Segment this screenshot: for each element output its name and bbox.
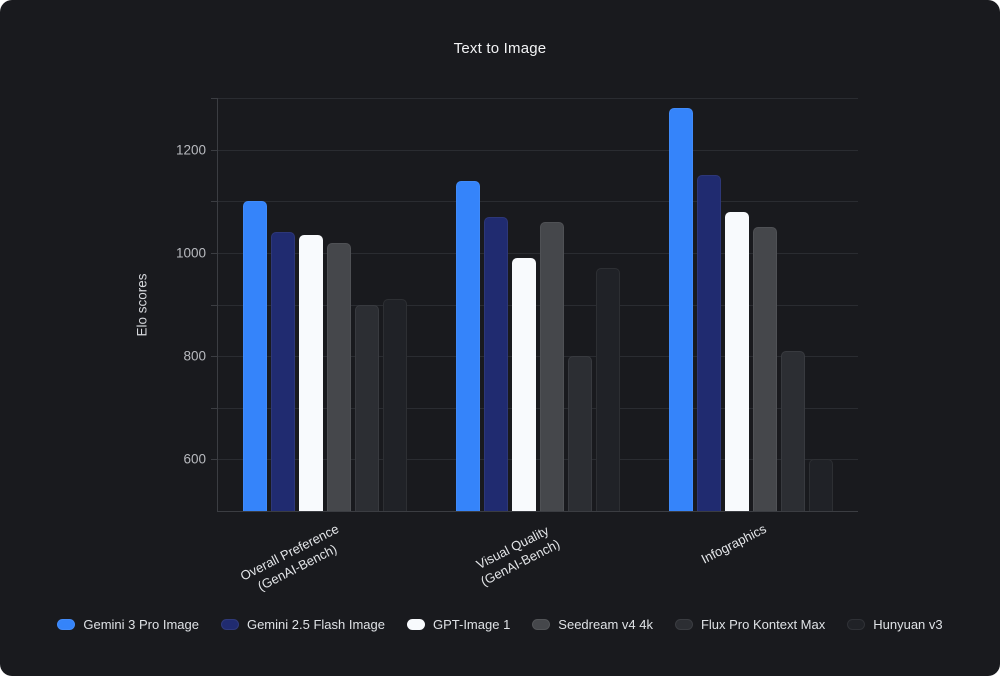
bar-flux-pro-kontext-max[interactable] xyxy=(567,356,592,511)
gridline-1200 xyxy=(218,149,858,151)
plot-area: Elo scores 600 800 1000 1200 Overall Prefere… xyxy=(135,98,858,594)
gridline-1300 xyxy=(218,98,858,99)
legend-marker-icon xyxy=(532,619,551,630)
gridline-1100 xyxy=(218,201,858,203)
bar-gpt-image-1[interactable] xyxy=(725,211,750,511)
y-axis-tick xyxy=(211,252,217,254)
y-axis-title: Elo scores xyxy=(134,272,150,337)
x-axis-label-band: Overall Preference (GenAI-Bench) xyxy=(218,511,431,594)
y-axis-tick-label-600: 600 xyxy=(183,451,206,467)
legend-marker-icon xyxy=(847,619,866,630)
x-axis-label-overall-preference: Overall Preference (GenAI-Bench) xyxy=(238,521,342,594)
y-axis-tick xyxy=(211,304,217,306)
bar-gpt-image-1[interactable] xyxy=(298,234,323,511)
gridline-800 xyxy=(218,356,858,358)
bar-seedream-v4-4k[interactable] xyxy=(326,242,351,511)
x-axis-label-infographics: Infographics xyxy=(698,521,769,567)
bar-group-infographics xyxy=(645,98,858,511)
bar-gemini-3-pro-image[interactable] xyxy=(669,108,694,511)
bar-gpt-image-1[interactable] xyxy=(511,258,536,511)
bar-gemini-3-pro-image[interactable] xyxy=(455,180,480,511)
legend-marker-icon xyxy=(674,619,693,630)
y-axis-tick xyxy=(211,459,217,461)
bar-seedream-v4-4k[interactable] xyxy=(539,221,564,511)
y-axis-tick xyxy=(211,201,217,203)
y-axis-tick xyxy=(211,407,217,409)
legend-label: GPT-Image 1 xyxy=(432,617,511,632)
legend-label: Hunyuan v3 xyxy=(873,617,943,632)
gridline-1000 xyxy=(218,252,858,254)
bar-group-visual-quality xyxy=(431,98,644,511)
chart-title: Text to Image xyxy=(453,40,547,57)
legend-marker-icon xyxy=(57,619,76,630)
gridline-700 xyxy=(218,407,858,409)
legend: Gemini 3 Pro Image Gemini 2.5 Flash Image… xyxy=(0,617,1000,632)
legend-label: Flux Pro Kontext Max xyxy=(700,617,826,632)
legend-label: Gemini 2.5 Flash Image xyxy=(246,617,385,632)
y-axis-tick xyxy=(211,149,217,151)
legend-item-seedream-v4-4k[interactable]: Seedream v4 4k xyxy=(532,617,653,632)
x-axis-label-band: Visual Quality (GenAI-Bench) xyxy=(431,511,644,591)
legend-item-flux-pro-kontext-max[interactable]: Flux Pro Kontext Max xyxy=(674,617,826,632)
y-axis-tick-label-1200: 1200 xyxy=(175,142,206,158)
bar-flux-pro-kontext-max[interactable] xyxy=(781,350,806,511)
y-axis-tick xyxy=(211,356,217,358)
bar-seedream-v4-4k[interactable] xyxy=(753,227,778,511)
bar-hunyuan-v3[interactable] xyxy=(595,268,620,511)
bar-gemini-2-5-flash-image[interactable] xyxy=(483,216,508,511)
gridline-900 xyxy=(218,304,858,306)
bar-gemini-2-5-flash-image[interactable] xyxy=(270,232,295,511)
bar-hunyuan-v3[interactable] xyxy=(382,299,407,511)
legend-marker-icon xyxy=(406,619,425,630)
x-axis-label-band: Infographics xyxy=(645,511,858,591)
y-axis-tick-label-800: 800 xyxy=(183,348,206,364)
y-axis-tick-label-1000: 1000 xyxy=(175,245,206,261)
legend-item-hunyuan-v3[interactable]: Hunyuan v3 xyxy=(847,617,943,632)
legend-label: Gemini 3 Pro Image xyxy=(83,617,199,632)
legend-item-gpt-image-1[interactable]: GPT-Image 1 xyxy=(406,617,511,632)
gridline-600 xyxy=(218,459,858,461)
bar-gemini-2-5-flash-image[interactable] xyxy=(697,175,722,511)
legend-item-gemini-3-pro-image[interactable]: Gemini 3 Pro Image xyxy=(57,617,199,632)
legend-label: Seedream v4 4k xyxy=(558,617,653,632)
bar-group-overall-preference xyxy=(218,98,431,511)
legend-marker-icon xyxy=(220,619,239,630)
bar-gemini-3-pro-image[interactable] xyxy=(242,201,267,511)
legend-item-gemini-2-5-flash-image[interactable]: Gemini 2.5 Flash Image xyxy=(220,617,385,632)
bar-flux-pro-kontext-max[interactable] xyxy=(354,304,379,511)
y-axis-tick xyxy=(211,98,217,99)
x-axis-label-visual-quality: Visual Quality (GenAI-Bench) xyxy=(474,522,563,589)
bar-hunyuan-v3[interactable] xyxy=(809,459,834,511)
